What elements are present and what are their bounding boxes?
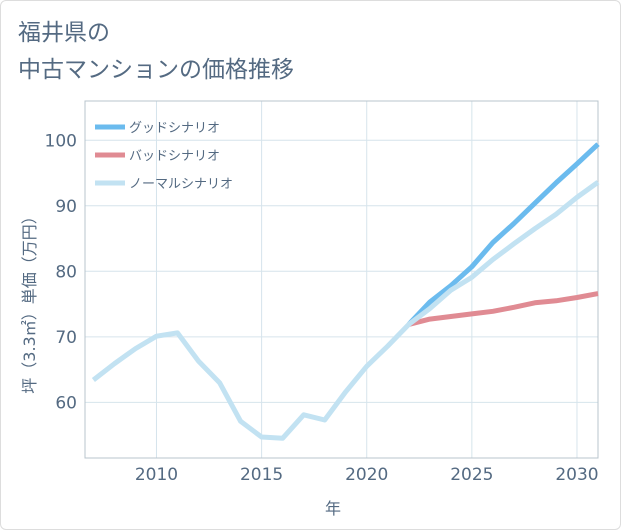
x-axis-title: 年 — [325, 499, 341, 518]
y-tick-label-100: 100 — [45, 131, 77, 151]
x-tick-label-2010: 2010 — [135, 465, 178, 485]
series-line-2 — [408, 291, 599, 327]
tick-labels: 2010 2015 2020 2025 2030 60 70 80 90 100 — [45, 131, 599, 485]
legend-label-3: ノーマルシナリオ — [129, 177, 233, 192]
chart-title-line-2: 中古マンションの価格推移 — [18, 57, 294, 83]
x-tick-label-2030: 2030 — [555, 465, 598, 485]
x-tick-label-2015: 2015 — [240, 465, 283, 485]
plot-frame — [84, 100, 599, 459]
series-lines — [91, 142, 600, 441]
y-axis-title: 坪（3.3㎡）単価（万円） — [20, 208, 39, 393]
y-tick-label-90: 90 — [55, 197, 77, 217]
series-line-3 — [91, 180, 600, 441]
x-tick-label-2020: 2020 — [345, 465, 388, 485]
chart-title-line-1: 福井県の — [18, 20, 110, 46]
legend-label-1: グッドシナリオ — [129, 121, 220, 136]
y-tick-label-60: 60 — [55, 393, 77, 413]
chart-title: 福井県の 中古マンションの価格推移 — [18, 15, 294, 89]
y-tick-label-70: 70 — [55, 328, 77, 348]
y-tick-label-80: 80 — [55, 262, 77, 282]
legend-label-2: バッドシナリオ — [129, 149, 220, 164]
x-tick-label-2025: 2025 — [450, 465, 493, 485]
series-line-1 — [406, 142, 600, 327]
